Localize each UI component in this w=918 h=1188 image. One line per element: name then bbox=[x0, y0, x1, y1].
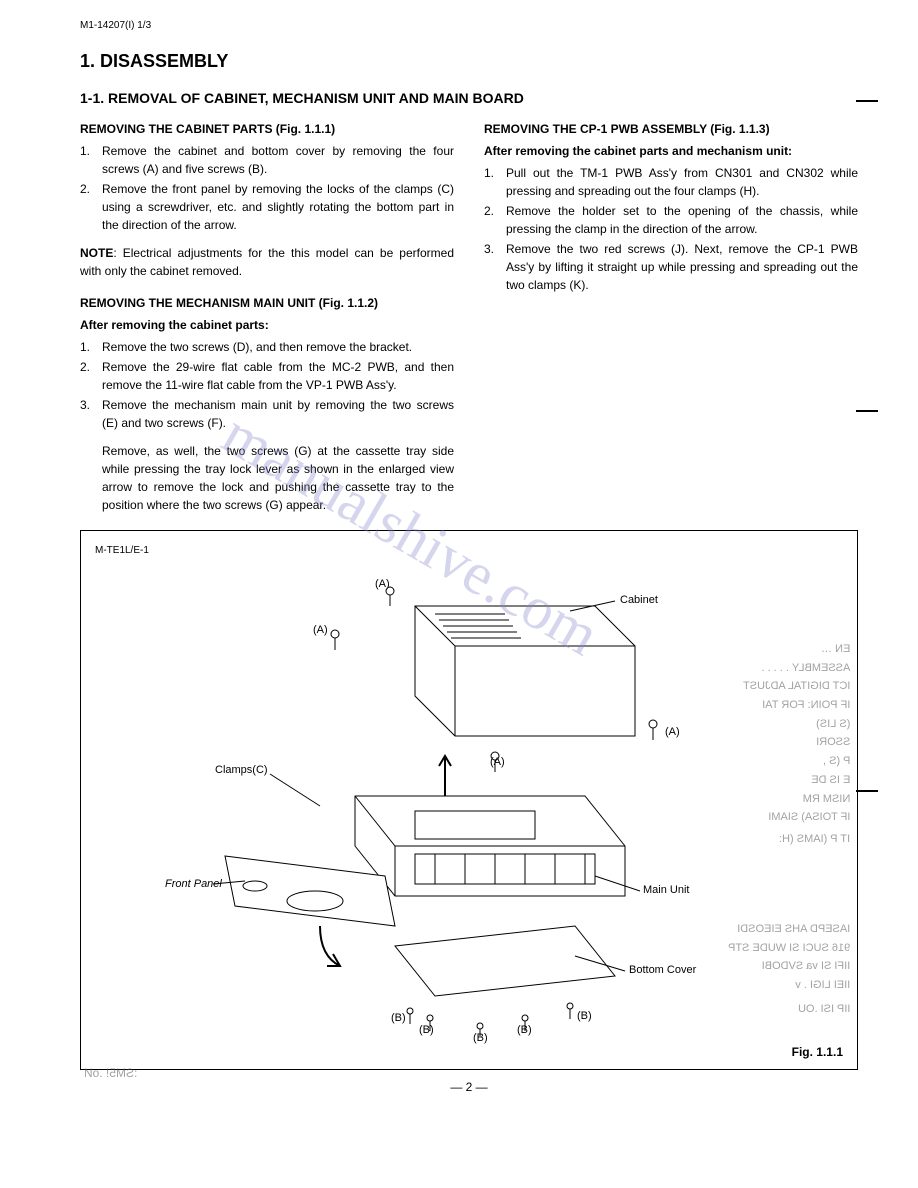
mechanism-steps: 1.Remove the two screws (D), and then re… bbox=[80, 338, 454, 432]
label-clamps-c: Clamps(C) bbox=[215, 764, 268, 776]
label-b: (B) bbox=[419, 1024, 434, 1036]
heading-mechanism-unit: REMOVING THE MECHANISM MAIN UNIT (Fig. 1… bbox=[80, 294, 454, 312]
note-text: : Electrical adjustments for the this mo… bbox=[80, 246, 454, 278]
figure-model-code: M-TE1L/E-1 bbox=[95, 545, 843, 556]
label-b: (B) bbox=[391, 1012, 406, 1024]
label-a: (A) bbox=[665, 726, 680, 738]
list-item: 1.Remove the two screws (D), and then re… bbox=[80, 338, 454, 356]
step-continuation: Remove, as well, the two screws (G) at t… bbox=[80, 442, 454, 514]
bleed-through-text: EN … ASSEMBLY . . . . . ICT DIGITAL ADJU… bbox=[743, 640, 850, 827]
section-title: 1-1. REMOVAL OF CABINET, MECHANISM UNIT … bbox=[80, 90, 858, 106]
after-removing-cabinet: After removing the cabinet parts: bbox=[80, 316, 454, 334]
bleed-through-text: IIP ISI .OU bbox=[798, 1000, 850, 1019]
note-label: NOTE bbox=[80, 246, 113, 260]
label-front-panel: Front Panel bbox=[165, 878, 222, 890]
after-removing-cabinet-mech: After removing the cabinet parts and mec… bbox=[484, 142, 858, 160]
page-number: — 2 — bbox=[80, 1080, 858, 1094]
label-a: (A) bbox=[313, 624, 328, 636]
left-column: REMOVING THE CABINET PARTS (Fig. 1.1.1) … bbox=[80, 120, 454, 514]
page-edge-mark bbox=[856, 410, 878, 412]
label-a: (A) bbox=[490, 756, 505, 768]
cabinet-steps: 1.Remove the cabinet and bottom cover by… bbox=[80, 142, 454, 234]
label-main-unit: Main Unit bbox=[643, 884, 689, 896]
list-item: 1.Pull out the TM-1 PWB Ass'y from CN301… bbox=[484, 164, 858, 200]
right-column: REMOVING THE CP-1 PWB ASSEMBLY (Fig. 1.1… bbox=[484, 120, 858, 514]
note: NOTE: Electrical adjustments for the thi… bbox=[80, 244, 454, 280]
list-item: 2.Remove the holder set to the opening o… bbox=[484, 202, 858, 238]
bleed-through-text: :SM5! .oИ bbox=[84, 1066, 137, 1080]
list-item: 2.Remove the 29-wire flat cable from the… bbox=[80, 358, 454, 394]
heading-cabinet-parts: REMOVING THE CABINET PARTS (Fig. 1.1.1) bbox=[80, 120, 454, 138]
label-b: (B) bbox=[517, 1024, 532, 1036]
document-code: M1-14207(I) 1/3 bbox=[80, 20, 858, 31]
page-edge-mark bbox=[856, 790, 878, 792]
main-title: 1. DISASSEMBLY bbox=[80, 51, 858, 72]
list-item: 3.Remove the two red screws (J). Next, r… bbox=[484, 240, 858, 294]
bleed-through-text: IASEPD AHS EIEOSDI 916 SUCI SI WUDE STP … bbox=[728, 920, 850, 995]
two-column-body: REMOVING THE CABINET PARTS (Fig. 1.1.1) … bbox=[80, 120, 858, 514]
bleed-through-text: IT P (IAMS (H: bbox=[779, 830, 850, 849]
label-b: (B) bbox=[473, 1032, 488, 1044]
diagram-svg bbox=[95, 556, 835, 1036]
cp1-steps: 1.Pull out the TM-1 PWB Ass'y from CN301… bbox=[484, 164, 858, 294]
heading-cp1-pwb: REMOVING THE CP-1 PWB ASSEMBLY (Fig. 1.1… bbox=[484, 120, 858, 138]
label-a: (A) bbox=[375, 578, 390, 590]
label-b: (B) bbox=[577, 1010, 592, 1022]
page-edge-mark bbox=[856, 100, 878, 102]
list-item: 1.Remove the cabinet and bottom cover by… bbox=[80, 142, 454, 178]
label-cabinet: Cabinet bbox=[620, 594, 658, 606]
list-item: 2.Remove the front panel by removing the… bbox=[80, 180, 454, 234]
label-bottom-cover: Bottom Cover bbox=[629, 964, 696, 976]
list-item: 3.Remove the mechanism main unit by remo… bbox=[80, 396, 454, 432]
figure-caption: Fig. 1.1.1 bbox=[792, 1045, 843, 1059]
